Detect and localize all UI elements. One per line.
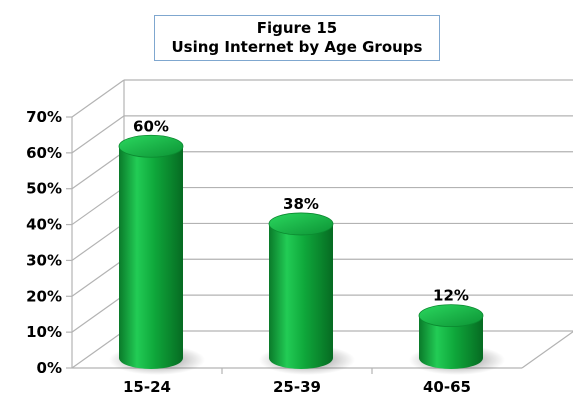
y-tick-label: 10%	[26, 323, 62, 341]
gridline-diagonal	[71, 79, 125, 118]
bar-40-65	[409, 304, 505, 375]
chart-title: Figure 15	[256, 19, 338, 37]
gridline-diagonal	[71, 330, 125, 369]
y-tick-label: 70%	[26, 108, 62, 126]
chart-subtitle: Using Internet by Age Groups	[171, 38, 423, 56]
data-label: 12%	[433, 287, 469, 305]
y-tick-label: 40%	[26, 216, 62, 234]
y-tick-label: 50%	[26, 180, 62, 198]
bar-top-cap	[118, 134, 184, 158]
data-label: 60%	[133, 117, 169, 135]
bars-layer	[109, 134, 505, 375]
bar-25-39	[259, 212, 355, 375]
x-tick-label: 40-65	[423, 378, 471, 396]
y-tick-label: 20%	[26, 287, 62, 305]
bar-15-24	[109, 134, 205, 375]
floor-right-edge	[521, 330, 573, 369]
labels-layer: 0% 10% 20% 30% 40% 50% 60% 70% 60% 15-24 38% 25-39 1…	[26, 108, 471, 396]
gridline-diagonal	[71, 187, 125, 226]
x-tick-label: 15-24	[123, 378, 171, 396]
bar-body	[119, 146, 183, 369]
gridline-diagonal	[71, 258, 125, 297]
bar-top-cap	[268, 212, 334, 236]
bar-top-cap	[418, 304, 484, 328]
gridline-diagonal	[71, 115, 125, 154]
bar-body	[269, 223, 333, 369]
gridline-diagonal	[71, 222, 125, 261]
data-label: 38%	[283, 195, 319, 213]
y-tick-label: 30%	[26, 251, 62, 269]
bar-body	[419, 315, 483, 369]
x-tick-label: 25-39	[273, 378, 321, 396]
gridline-diagonal	[71, 151, 125, 190]
chart-title-box: Figure 15 Using Internet by Age Groups	[154, 15, 440, 61]
y-tick-label: 0%	[37, 359, 62, 377]
y-tick-label: 60%	[26, 144, 62, 162]
gridline-diagonal	[71, 294, 125, 333]
